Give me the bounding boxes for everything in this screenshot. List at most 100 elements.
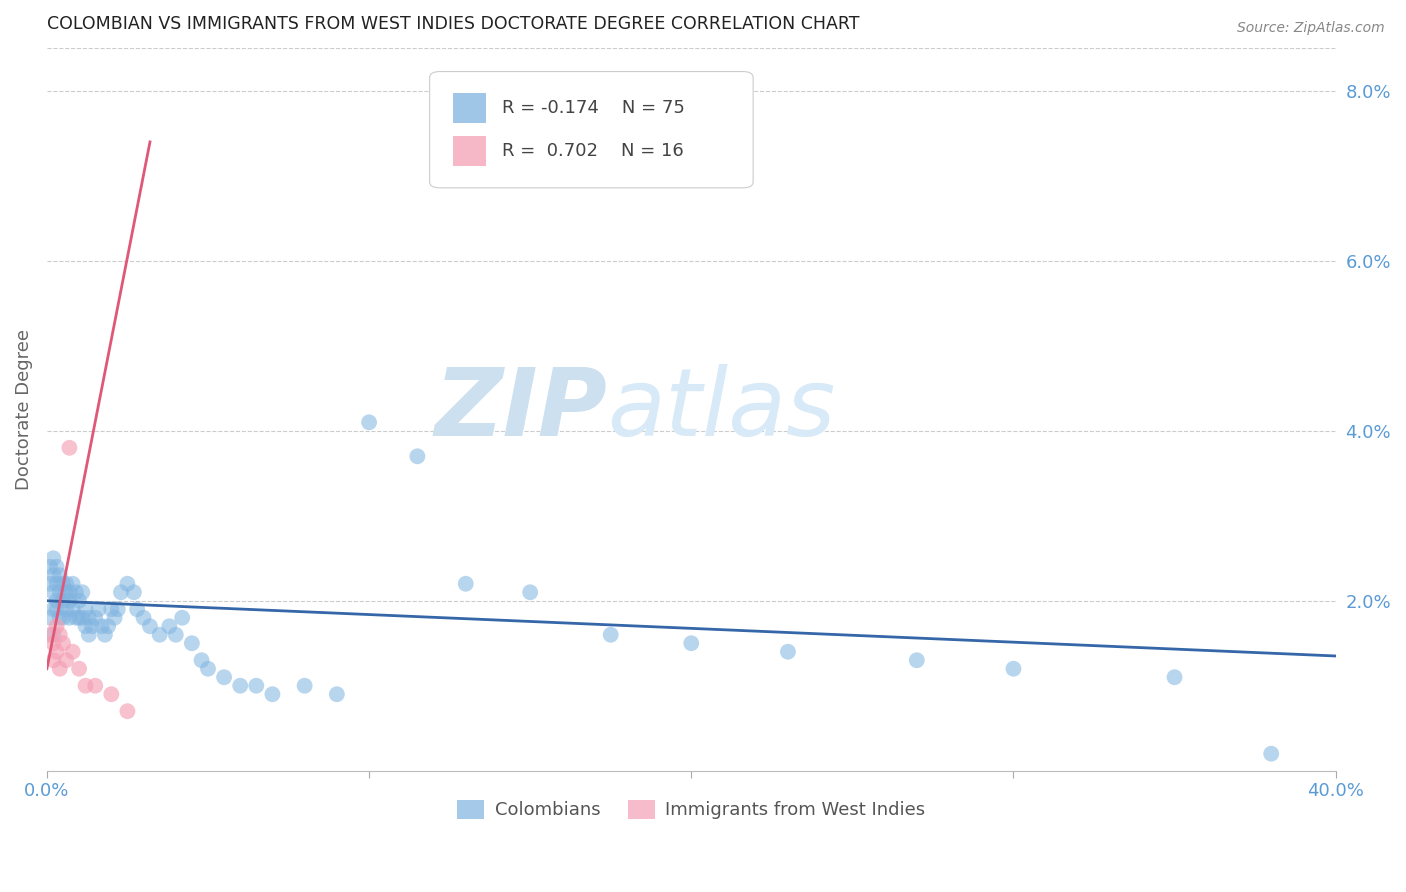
Colombians <box>45 602 67 616</box>
Colombians <box>72 585 94 599</box>
Colombians <box>67 611 90 625</box>
Colombians <box>55 602 77 616</box>
Colombians <box>45 559 67 574</box>
Colombians <box>1260 747 1282 761</box>
Colombians <box>62 576 84 591</box>
Colombians <box>39 559 62 574</box>
Immigrants from West Indies <box>49 628 72 642</box>
Colombians <box>197 662 219 676</box>
Text: Source: ZipAtlas.com: Source: ZipAtlas.com <box>1237 21 1385 35</box>
Colombians <box>519 585 541 599</box>
Colombians <box>67 593 90 607</box>
Colombians <box>52 576 75 591</box>
Colombians <box>84 611 107 625</box>
Colombians <box>49 568 72 582</box>
Colombians <box>599 628 621 642</box>
Colombians <box>52 593 75 607</box>
Colombians <box>58 585 80 599</box>
Immigrants from West Indies <box>42 653 65 667</box>
Colombians <box>107 602 129 616</box>
Colombians <box>52 611 75 625</box>
Colombians <box>58 593 80 607</box>
Colombians <box>58 611 80 625</box>
Immigrants from West Indies <box>58 441 80 455</box>
Colombians <box>905 653 928 667</box>
Colombians <box>39 611 62 625</box>
Colombians <box>157 619 180 633</box>
Colombians <box>180 636 202 650</box>
Y-axis label: Doctorate Degree: Doctorate Degree <box>15 329 32 490</box>
Colombians <box>1163 670 1185 684</box>
Immigrants from West Indies <box>42 636 65 650</box>
Text: R = -0.174    N = 75: R = -0.174 N = 75 <box>502 99 685 117</box>
Immigrants from West Indies <box>49 662 72 676</box>
Colombians <box>122 585 145 599</box>
Colombians <box>245 679 267 693</box>
Immigrants from West Indies <box>100 687 122 701</box>
Colombians <box>139 619 162 633</box>
Legend: Colombians, Immigrants from West Indies: Colombians, Immigrants from West Indies <box>450 793 932 827</box>
Colombians <box>55 585 77 599</box>
Colombians <box>42 628 65 642</box>
Colombians <box>681 636 703 650</box>
Colombians <box>359 415 381 429</box>
Immigrants from West Indies <box>39 628 62 642</box>
Immigrants from West Indies <box>55 653 77 667</box>
FancyBboxPatch shape <box>453 136 486 166</box>
Colombians <box>172 611 194 625</box>
Colombians <box>45 576 67 591</box>
Text: COLOMBIAN VS IMMIGRANTS FROM WEST INDIES DOCTORATE DEGREE CORRELATION CHART: COLOMBIAN VS IMMIGRANTS FROM WEST INDIES… <box>46 15 859 33</box>
Colombians <box>49 611 72 625</box>
Colombians <box>42 585 65 599</box>
Colombians <box>75 602 97 616</box>
Colombians <box>77 611 100 625</box>
Colombians <box>94 628 117 642</box>
Colombians <box>65 611 87 625</box>
Immigrants from West Indies <box>52 636 75 650</box>
Colombians <box>65 585 87 599</box>
Colombians <box>117 576 139 591</box>
Colombians <box>80 619 103 633</box>
Colombians <box>72 611 94 625</box>
Immigrants from West Indies <box>45 619 67 633</box>
Colombians <box>454 576 477 591</box>
Colombians <box>62 602 84 616</box>
Colombians <box>406 450 429 464</box>
Colombians <box>132 611 155 625</box>
Colombians <box>103 611 125 625</box>
Colombians <box>165 628 187 642</box>
Immigrants from West Indies <box>75 679 97 693</box>
FancyBboxPatch shape <box>430 71 754 188</box>
Colombians <box>42 568 65 582</box>
Immigrants from West Indies <box>67 662 90 676</box>
Colombians <box>229 679 252 693</box>
Colombians <box>110 585 132 599</box>
Colombians <box>55 576 77 591</box>
Text: R =  0.702    N = 16: R = 0.702 N = 16 <box>502 142 683 160</box>
Colombians <box>87 602 110 616</box>
Colombians <box>1002 662 1025 676</box>
Text: atlas: atlas <box>607 364 835 455</box>
Colombians <box>190 653 212 667</box>
Colombians <box>97 619 120 633</box>
Colombians <box>100 602 122 616</box>
FancyBboxPatch shape <box>453 93 486 123</box>
Colombians <box>326 687 349 701</box>
Colombians <box>39 576 62 591</box>
Colombians <box>77 628 100 642</box>
Immigrants from West Indies <box>117 704 139 718</box>
Immigrants from West Indies <box>45 645 67 659</box>
Colombians <box>49 585 72 599</box>
Colombians <box>127 602 149 616</box>
Colombians <box>45 593 67 607</box>
Colombians <box>75 619 97 633</box>
Text: ZIP: ZIP <box>434 364 607 456</box>
Colombians <box>262 687 284 701</box>
Immigrants from West Indies <box>62 645 84 659</box>
Colombians <box>294 679 316 693</box>
Colombians <box>212 670 235 684</box>
Immigrants from West Indies <box>84 679 107 693</box>
Colombians <box>42 551 65 566</box>
Colombians <box>149 628 172 642</box>
Colombians <box>42 602 65 616</box>
